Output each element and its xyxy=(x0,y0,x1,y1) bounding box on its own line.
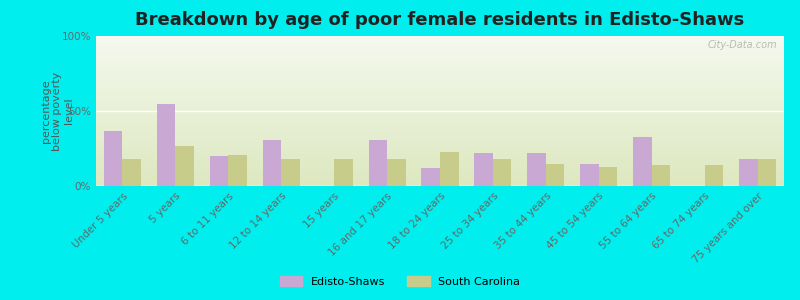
Bar xyxy=(474,153,493,186)
Bar xyxy=(598,167,618,186)
Bar xyxy=(652,165,670,186)
Bar xyxy=(633,136,652,186)
Bar xyxy=(228,154,247,186)
Bar xyxy=(157,103,175,186)
Bar xyxy=(758,159,776,186)
Bar xyxy=(580,164,598,186)
Text: City-Data.com: City-Data.com xyxy=(707,40,777,50)
Bar xyxy=(369,140,387,186)
Bar xyxy=(493,159,511,186)
Y-axis label: percentage
below poverty
level: percentage below poverty level xyxy=(41,71,74,151)
Bar xyxy=(122,159,141,186)
Bar xyxy=(262,140,282,186)
Legend: Edisto-Shaws, South Carolina: Edisto-Shaws, South Carolina xyxy=(275,272,525,291)
Bar xyxy=(334,159,353,186)
Bar xyxy=(282,159,300,186)
Title: Breakdown by age of poor female residents in Edisto-Shaws: Breakdown by age of poor female resident… xyxy=(135,11,745,29)
Bar xyxy=(387,159,406,186)
Bar xyxy=(705,165,723,186)
Bar xyxy=(739,159,758,186)
Bar xyxy=(210,156,228,186)
Bar xyxy=(546,164,564,186)
Bar xyxy=(175,146,194,186)
Bar xyxy=(527,153,546,186)
Bar xyxy=(440,152,458,186)
Bar xyxy=(104,130,122,186)
Bar xyxy=(422,168,440,186)
